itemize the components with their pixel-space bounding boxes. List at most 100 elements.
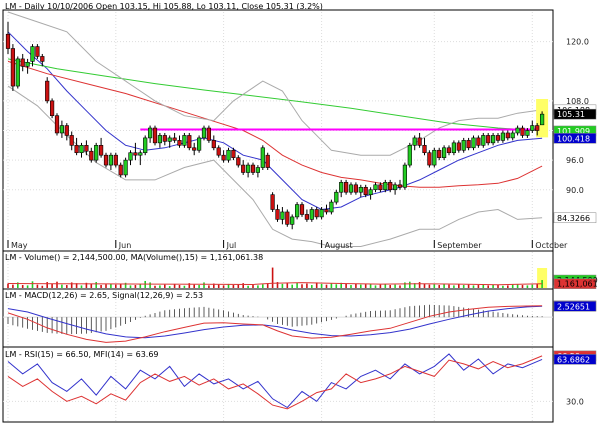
volume-bar (345, 283, 347, 288)
candle-body (392, 184, 398, 191)
candle-body (216, 147, 221, 156)
volume-bar (56, 281, 58, 288)
volume-bar (95, 282, 97, 288)
volume-bar (320, 283, 323, 288)
volume-bar (21, 285, 24, 288)
volume-bar (531, 284, 534, 288)
volume-bar (374, 285, 377, 288)
candle-body (471, 137, 476, 149)
candle-body (530, 125, 535, 131)
month-label: September (437, 241, 482, 250)
candle-body (45, 80, 50, 102)
candle-body (54, 115, 60, 134)
price-panel: LM - Daily 10/10/2006 Open 103.15, Hi 10… (2, 2, 597, 252)
volume-ma (7, 282, 543, 286)
price-tag-bg (553, 133, 597, 144)
volume-tag-bg (553, 278, 597, 289)
month-label: May (11, 241, 28, 250)
volume-bar (350, 285, 352, 288)
candle-body (486, 135, 491, 144)
volume-bar (193, 284, 195, 288)
volume-bar (119, 283, 122, 288)
candle-body (123, 159, 128, 176)
rsi-lines (7, 353, 543, 410)
volume-bar (198, 285, 200, 288)
volume-bar (330, 283, 333, 288)
candle-body (148, 127, 153, 139)
candle-body (441, 147, 447, 158)
volume-bar (296, 282, 298, 288)
candle-body (241, 164, 246, 173)
candle-body (407, 145, 412, 166)
month-axis: May Jun Jul August September October (7, 240, 568, 250)
candle-body (79, 145, 84, 154)
macd-lines (7, 305, 543, 343)
price-tick-label: 120.0 (566, 38, 589, 47)
volume-bar (301, 284, 303, 288)
candle-body (255, 167, 261, 173)
volume-label: LM - Volume() = 2,144,500.00, MA(Volume(… (5, 253, 263, 262)
candle-body (515, 127, 520, 134)
candle-body (388, 182, 393, 191)
month-label: October (535, 241, 568, 250)
candle-body (339, 182, 344, 193)
candle-body (432, 149, 437, 166)
macd-panel: LM - MACD(12,26) = 2.65, Signal(12,26,9)… (2, 288, 597, 348)
volume-ma-line (7, 282, 543, 286)
candle-body (211, 140, 216, 149)
candle-body (495, 135, 501, 141)
volume-bar (222, 285, 225, 288)
macd-histogram (7, 304, 543, 335)
volume-bar (507, 285, 509, 288)
candle-body (319, 209, 324, 218)
candle-body (99, 145, 104, 156)
volume-bar (526, 285, 529, 288)
candle-body (466, 140, 471, 149)
candle-body (265, 154, 270, 168)
candle-body (500, 132, 506, 141)
candle-body (490, 135, 496, 144)
price-tick-label: 108.0 (566, 97, 589, 106)
volume-bar (90, 283, 93, 288)
volume-bar (384, 283, 387, 288)
volume-axis-tags: 2,144,5001,161,061 (553, 274, 598, 289)
volume-bar (521, 285, 524, 288)
volume-bar (448, 284, 450, 288)
volume-bar (66, 285, 68, 288)
candle-body (113, 154, 118, 166)
volume-bar (41, 285, 44, 288)
last-volume-highlight (537, 268, 548, 288)
price-overlay-line (7, 60, 543, 188)
volume-bar (433, 284, 436, 288)
volume-bar (472, 285, 475, 288)
volume-bar (17, 282, 19, 288)
candle-body (461, 140, 466, 151)
candle-body (10, 48, 16, 87)
candle-body (172, 137, 177, 141)
volume-bar (502, 285, 504, 288)
volume-bar (536, 283, 538, 288)
candle-body (108, 154, 113, 166)
candle-body (94, 145, 99, 161)
volume-bar (7, 283, 9, 288)
candle-body (197, 137, 202, 151)
candle-body (143, 137, 148, 154)
candle-body (221, 154, 226, 161)
volume-bar (340, 282, 342, 288)
macd-axis-tags: 2.652.52651 (553, 300, 597, 312)
rsi-line (7, 355, 543, 410)
month-label: Jul (226, 241, 237, 250)
volume-bar (134, 285, 137, 288)
candle-body (40, 56, 45, 62)
candle-body (128, 152, 133, 161)
volume-bar (217, 284, 220, 288)
volume-bar (355, 283, 357, 288)
rsi-label: LM - RSI(15) = 66.50, MFI(14) = 63.69 (5, 350, 159, 359)
volume-bar (482, 284, 485, 288)
volume-bar (100, 285, 102, 288)
volume-bar (12, 284, 14, 288)
candle-body (275, 209, 280, 220)
volume-panel: LM - Volume() = 2,144,500.00, MA(Volume(… (2, 250, 598, 290)
volume-bar (129, 285, 132, 288)
